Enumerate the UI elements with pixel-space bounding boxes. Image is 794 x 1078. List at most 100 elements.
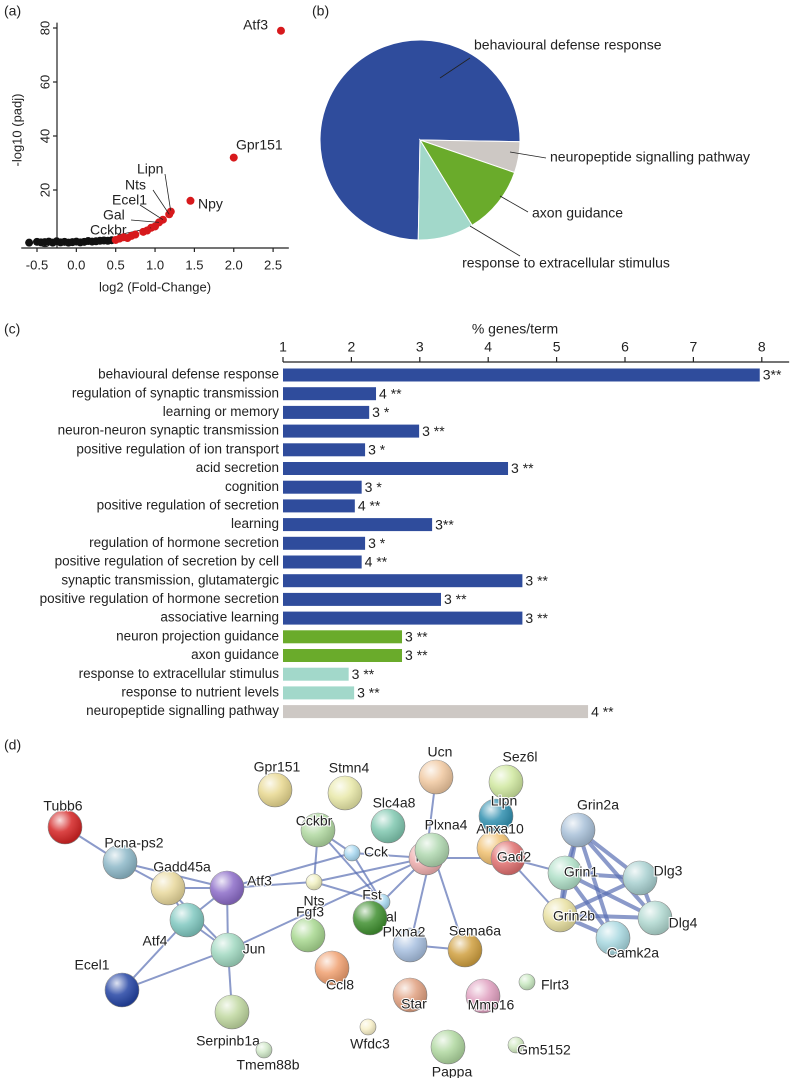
node-label: Star bbox=[401, 996, 427, 1012]
category-label: response to nutrient levels bbox=[121, 684, 279, 699]
bar-annotation: 3** bbox=[435, 516, 454, 532]
bar bbox=[283, 686, 355, 700]
y-tick-label: 20 bbox=[37, 183, 52, 197]
bar-annotation: 4 ** bbox=[591, 703, 614, 719]
node-gloss bbox=[596, 921, 630, 955]
bar-annotation: 3 * bbox=[372, 404, 390, 420]
x-tick-label: 1.5 bbox=[185, 257, 203, 272]
category-label: acid secretion bbox=[196, 460, 279, 475]
node-label: Grin2b bbox=[553, 908, 595, 924]
bar bbox=[283, 667, 349, 681]
x-tick-label: 5 bbox=[553, 339, 561, 355]
category-label: regulation of synaptic transmission bbox=[72, 385, 279, 400]
node-label: Fst bbox=[362, 887, 382, 903]
bar bbox=[283, 424, 420, 438]
node-label: Cckbr bbox=[296, 813, 333, 829]
point-label: Gpr151 bbox=[236, 137, 283, 153]
slice-label: behavioural defense response bbox=[474, 37, 662, 53]
node-gloss bbox=[431, 1030, 465, 1064]
node-label: Dlg3 bbox=[654, 863, 683, 879]
bar-annotation: 4 ** bbox=[365, 554, 388, 570]
node-label: Tubb6 bbox=[43, 798, 82, 814]
bar-annotation: 3** bbox=[763, 367, 782, 383]
node-gloss bbox=[393, 928, 427, 962]
x-tick-label: 2 bbox=[348, 339, 356, 355]
category-label: learning or memory bbox=[163, 404, 280, 419]
bar-annotation: 3 * bbox=[368, 442, 386, 458]
category-label: behavioural defense response bbox=[98, 367, 279, 382]
bar-annotation: 4 ** bbox=[379, 385, 402, 401]
point bbox=[229, 153, 238, 162]
pie-slice bbox=[417, 138, 473, 241]
category-label: synaptic transmission, glutamatergic bbox=[61, 572, 279, 587]
point-label: Ecel1 bbox=[112, 192, 147, 208]
node-gloss bbox=[151, 871, 185, 905]
bar bbox=[283, 387, 377, 401]
point-label: Nts bbox=[125, 177, 146, 193]
node-gloss bbox=[360, 1019, 376, 1035]
node-label: Mmp16 bbox=[468, 997, 515, 1013]
node-gloss bbox=[105, 973, 139, 1007]
edge bbox=[313, 881, 383, 903]
node-label: Plxna4 bbox=[425, 817, 468, 833]
node-label: Sez6l bbox=[502, 749, 537, 765]
x-tick-label: 1.0 bbox=[146, 257, 164, 272]
edge bbox=[121, 949, 229, 991]
node-gloss bbox=[170, 903, 204, 937]
bar-annotation: 3 * bbox=[365, 479, 383, 495]
node-gloss bbox=[210, 871, 244, 905]
point-label: Npy bbox=[198, 196, 223, 212]
bar bbox=[283, 574, 523, 588]
node-gloss bbox=[508, 1037, 524, 1053]
edge bbox=[351, 852, 383, 903]
leader-line bbox=[130, 219, 160, 223]
node-label: Gad2 bbox=[497, 849, 531, 865]
y-axis-title: -log10 (padj) bbox=[9, 94, 24, 167]
x-tick-label: 8 bbox=[758, 339, 766, 355]
leader-line bbox=[152, 189, 170, 215]
node-label: Gm5152 bbox=[517, 1042, 571, 1058]
node-gloss bbox=[393, 978, 427, 1012]
node-gloss bbox=[561, 813, 595, 847]
panel-label: (a) bbox=[4, 3, 21, 19]
node-label: Anxa10 bbox=[476, 821, 524, 837]
point-label: Lipn bbox=[137, 161, 163, 177]
panel-label: (c) bbox=[4, 321, 20, 337]
x-axis-title: log2 (Fold-Change) bbox=[99, 279, 211, 294]
node-label: Jun bbox=[243, 941, 266, 957]
node-label: Cck bbox=[364, 844, 389, 860]
bar-annotation: 3 * bbox=[368, 535, 386, 551]
point-label: Atf3 bbox=[243, 17, 268, 33]
category-label: cognition bbox=[225, 479, 279, 494]
category-label: learning bbox=[231, 516, 279, 531]
x-tick-label: 2.0 bbox=[225, 257, 243, 272]
bar-annotation: 3 ** bbox=[525, 610, 548, 626]
node-label: Grin2a bbox=[577, 797, 619, 813]
point bbox=[186, 196, 195, 205]
node-gloss bbox=[301, 813, 335, 847]
node-gloss bbox=[371, 809, 405, 843]
node-gloss bbox=[419, 760, 453, 794]
node-label: Pcna-ps2 bbox=[104, 835, 163, 851]
node-gloss bbox=[328, 776, 362, 810]
point bbox=[111, 235, 120, 244]
bar bbox=[283, 499, 355, 513]
category-label: associative learning bbox=[160, 610, 279, 625]
leader-line bbox=[439, 57, 471, 79]
node-gloss bbox=[466, 979, 500, 1013]
bar bbox=[283, 611, 523, 625]
pie-slice bbox=[319, 39, 521, 241]
leader-line bbox=[509, 151, 547, 159]
x-tick-label: 6 bbox=[621, 339, 629, 355]
node-label: Ecel1 bbox=[74, 957, 109, 973]
category-label: positive regulation of secretion bbox=[97, 497, 279, 512]
category-label: neuron projection guidance bbox=[116, 628, 279, 643]
node-label: Fgf3 bbox=[296, 904, 324, 920]
node-gloss bbox=[489, 765, 523, 799]
category-label: regulation of hormone secretion bbox=[89, 535, 279, 550]
point bbox=[276, 26, 285, 35]
panel-label: (d) bbox=[4, 737, 21, 753]
node-label: Sema6a bbox=[449, 923, 501, 939]
leader-line bbox=[164, 173, 172, 212]
bar bbox=[283, 649, 403, 662]
